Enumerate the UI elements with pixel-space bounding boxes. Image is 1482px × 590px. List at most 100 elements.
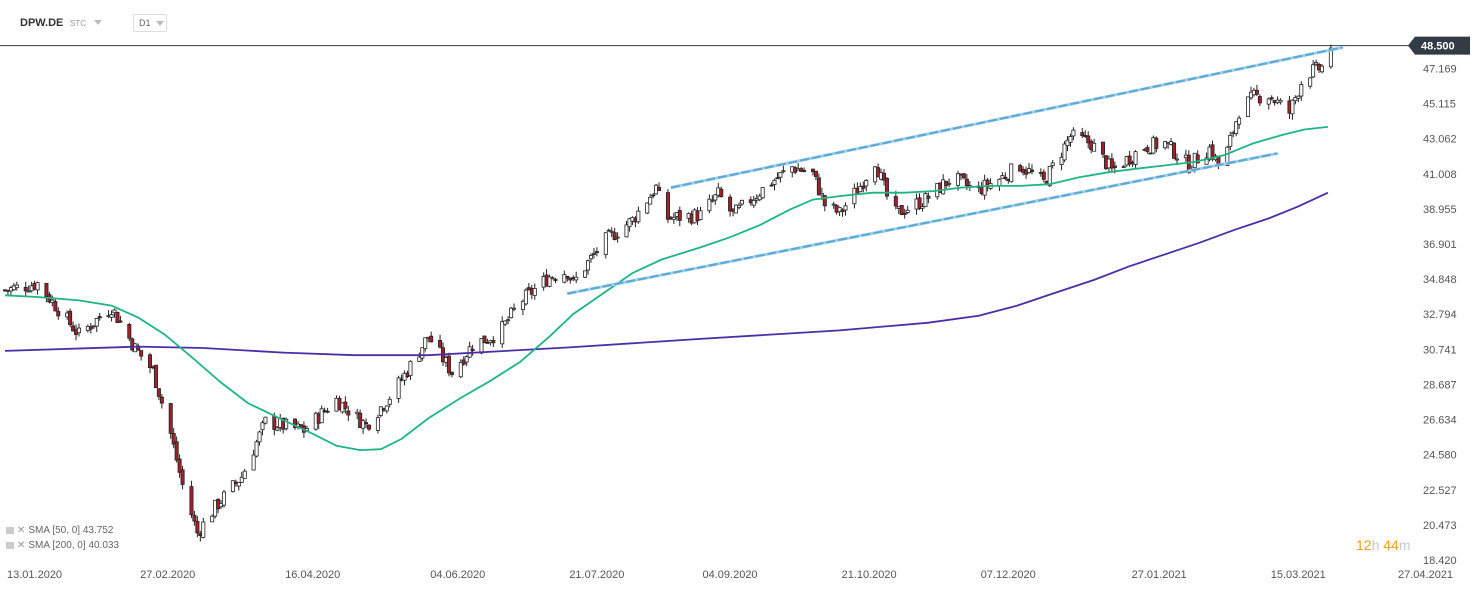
candle-bull [760,187,765,199]
candle-bull [26,290,31,293]
settings-icon[interactable] [6,526,14,534]
candle-bull [94,318,99,327]
candle-bull [1311,64,1316,78]
candle-bear [491,339,496,344]
sma50-line [4,126,1328,452]
candle-bear [917,197,922,210]
candle-bull [1328,47,1333,68]
candle-bear [118,320,123,323]
candle-bear [44,282,49,298]
last-price-label: 48.500 [1421,41,1455,53]
candle-bear [1127,155,1132,165]
close-icon[interactable]: ✕ [17,525,26,536]
candle-bull [734,204,739,214]
y-tick-label: 38.955 [1423,204,1457,216]
candle-bull [1009,163,1014,183]
x-tick-label: 27.02.2020 [140,569,195,581]
candle-bull [361,420,366,429]
candle-bull [713,194,718,201]
candle-bull [574,276,579,281]
chart-toolbar: DPW.DE STC D1 [0,12,175,34]
candle-bear [195,520,200,534]
legend-sma50-name: SMA [50, 0] [28,525,81,536]
candle-bear [665,192,670,220]
close-icon[interactable]: ✕ [17,540,26,551]
y-tick-label: 34.848 [1423,274,1457,286]
candle-bull [512,307,517,310]
x-tick-label: 13.01.2020 [7,569,62,581]
candle-bull [772,179,777,185]
candle-bear [810,168,815,173]
quote-type-dropdown-icon[interactable] [94,20,102,25]
legend-sma50[interactable]: ✕ SMA [50, 0] 43.752 [6,525,113,536]
candle-bull [947,182,952,185]
candle-bull [408,360,413,377]
candle-bull [375,417,380,431]
candle-bull [603,232,608,256]
candle-bull [843,205,848,211]
candle-bear [97,316,102,319]
candle-bear [343,401,348,409]
candle-bull [615,236,620,239]
legend-sma200-name: SMA [200, 0] [28,540,86,551]
candle-bull [858,186,863,193]
candle-bull [242,470,247,480]
candle-bear [822,195,827,207]
candle-bull [648,196,653,205]
candle-bear [174,441,179,461]
quote-type-label[interactable]: STC [70,19,86,28]
candle-bull [736,204,741,208]
candle-bear [1041,171,1046,180]
candle-bear [961,173,966,179]
legend-sma200[interactable]: ✕ SMA [200, 0] 40.033 [6,540,119,551]
candle-bear [1254,89,1259,95]
timeframe-select[interactable]: D1 [133,14,167,32]
y-tick-label: 43.062 [1423,134,1457,146]
candle-bear [71,325,76,332]
timer-hours-unit: h [1371,537,1380,553]
candle-bull [236,482,241,487]
candle-bear [719,188,724,198]
candle-bull [562,274,567,283]
candle-bear [23,286,28,292]
candle-bull [1320,65,1325,73]
candle-bull [251,454,256,471]
candle-bull [1065,139,1070,147]
settings-icon[interactable] [6,541,14,549]
candle-bull [1133,151,1138,165]
candle-bull [1225,146,1230,166]
candle-bear [68,310,73,325]
candle-bear [272,415,277,430]
candle-bull [1059,156,1064,165]
candle-bear [1101,141,1106,155]
candle-bull [739,199,744,205]
candle-bear [728,196,733,212]
candle-bear [1029,169,1034,173]
sma200-line [4,191,1329,357]
candle-bear [606,229,611,232]
candle-bull [1308,77,1313,87]
candle-bear [446,355,451,374]
candle-bull [627,218,632,228]
candle-bull [396,377,401,399]
y-tick-label: 47.169 [1423,63,1457,75]
candle-bull [464,356,469,363]
candle-bear [677,210,682,221]
timer-minutes-unit: m [1398,537,1411,553]
upper-channel-trendline [670,46,1343,189]
candle-bear [893,196,898,207]
symbol-label[interactable]: DPW.DE [20,17,64,29]
candle-bull [420,347,425,359]
candle-bear [139,350,144,357]
candle-bull [1314,62,1319,65]
candle-bear [189,486,194,516]
candle-bull [1062,143,1067,161]
candle-bull [778,171,783,178]
candle-bear [88,326,93,330]
legend-sma50-value: 43.752 [82,525,114,536]
x-tick-label: 07.12.2020 [981,569,1036,581]
candle-bull [1266,98,1271,105]
candle-bull [645,202,650,214]
candle-bear [482,335,487,344]
